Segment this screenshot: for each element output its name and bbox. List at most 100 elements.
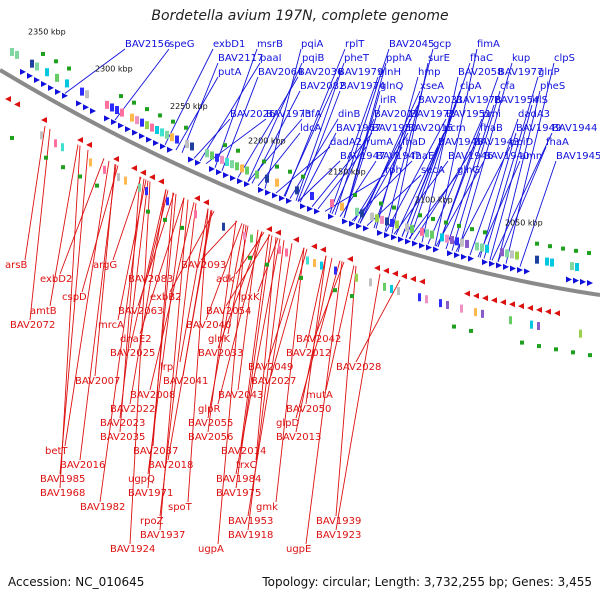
rna-marker (158, 113, 162, 118)
forward-connector-line (445, 104, 495, 250)
reverse-gene-label: BAV1923 (316, 530, 361, 541)
forward-gene-label: secA (421, 165, 445, 176)
reverse-connector-line (129, 181, 151, 545)
forward-gene-label: BAV2031 (418, 95, 463, 106)
rna-marker (561, 246, 565, 251)
forward-gene-arrow (167, 146, 173, 153)
forward-gene-arrow (244, 181, 250, 188)
reverse-gene-label: BAV2049 (248, 362, 293, 373)
reverse-gene-arrow (482, 295, 488, 302)
rna-marker (132, 100, 136, 105)
reverse-gene-label: BAV2014 (221, 446, 266, 457)
reverse-gene-label: mutA (306, 390, 333, 401)
gene-feature-block (425, 229, 429, 238)
reverse-gene-arrow (275, 229, 281, 236)
reverse-gene-arrow (41, 116, 47, 123)
gene-feature-block (65, 79, 69, 88)
forward-gene-label: BAV2082 (300, 81, 345, 92)
rna-marker (44, 155, 48, 160)
reverse-gene-label: BAV2050 (286, 404, 331, 415)
rna-marker (145, 107, 149, 112)
forward-gene-label: fhaD (402, 137, 426, 148)
forward-gene-label: gcp (433, 39, 451, 50)
reverse-gene-label: BAV2016 (60, 460, 105, 471)
forward-connector-line (434, 48, 478, 247)
forward-gene-arrow (377, 229, 383, 236)
genome-summary: Topology: circular; Length: 3,732,255 bp… (262, 575, 592, 589)
forward-connector-line (405, 90, 461, 238)
reverse-connector-line (235, 235, 273, 489)
reverse-gene-label: BAV2018 (148, 460, 193, 471)
forward-gene-label: BAV1977 (498, 67, 543, 78)
forward-gene-arrow (153, 140, 159, 147)
reverse-gene-arrow (293, 236, 299, 243)
forward-gene-label: surE (428, 53, 450, 64)
reverse-gene-label: mrcA (98, 320, 124, 331)
reverse-connector-line (217, 231, 263, 405)
forward-connector-line (385, 118, 447, 232)
gene-feature-block (55, 73, 59, 82)
forward-gene-arrow (20, 68, 26, 75)
rna-marker (184, 125, 188, 130)
reverse-connector-line (225, 234, 271, 307)
forward-gene-label: pheT (344, 53, 370, 64)
gene-feature-block (481, 309, 484, 318)
forward-gene-label: fhaB (480, 123, 503, 134)
forward-gene-arrow (384, 232, 390, 239)
reverse-gene-arrow (392, 270, 398, 277)
reverse-gene-label: ugpA (198, 544, 224, 555)
gene-feature-block (545, 257, 549, 266)
forward-gene-arrow (258, 186, 264, 193)
reverse-connector-line (255, 236, 277, 461)
rna-marker (223, 143, 227, 148)
reverse-gene-arrow (419, 278, 425, 285)
reverse-gene-arrow (149, 174, 155, 181)
rna-marker (78, 174, 82, 179)
rna-marker (431, 216, 435, 221)
forward-gene-arrow (125, 126, 131, 133)
reverse-gene-label: BAV1918 (228, 530, 273, 541)
gene-feature-block (313, 259, 316, 268)
gene-feature-block (575, 263, 579, 272)
forward-gene-label: rph (385, 165, 402, 176)
gene-feature-block (150, 123, 154, 132)
gene-feature-block (355, 207, 359, 216)
forward-gene-label: pheS (540, 81, 565, 92)
gene-feature-block (275, 178, 279, 187)
reverse-gene-arrow (14, 101, 20, 108)
forward-gene-label: BAV1979 (338, 67, 383, 78)
gene-feature-block (278, 245, 281, 254)
gene-feature-block (190, 142, 194, 151)
rna-marker (54, 59, 58, 64)
reverse-gene-label: BAV2007 (75, 376, 120, 387)
gene-feature-block (265, 174, 269, 183)
reverse-gene-arrow (545, 308, 551, 315)
rna-marker (418, 213, 422, 218)
reverse-gene-arrow (113, 156, 119, 163)
forward-gene-arrow (279, 195, 285, 202)
forward-gene-arrow (62, 92, 68, 99)
gene-feature-block (103, 165, 106, 174)
forward-gene-arrow (216, 169, 222, 176)
gene-feature-block (40, 131, 43, 140)
forward-gene-arrow (496, 262, 502, 269)
rna-marker (236, 148, 240, 153)
reverse-connector-line (335, 273, 381, 531)
forward-gene-label: BAV2156 (125, 39, 170, 50)
gene-feature-block (135, 116, 139, 125)
gene-feature-block (334, 266, 337, 275)
forward-gene-label: dinB (338, 109, 360, 120)
rna-marker (67, 66, 71, 71)
forward-gene-arrow (426, 244, 432, 251)
forward-gene-arrow (342, 218, 348, 225)
rna-marker (119, 94, 123, 99)
reverse-gene-arrow (131, 165, 137, 172)
reverse-connector-line (147, 190, 169, 275)
forward-gene-arrow (454, 252, 460, 259)
forward-connector-line (193, 118, 231, 159)
forward-gene-label: BAV2017 (374, 109, 419, 120)
gene-feature-block (425, 295, 428, 304)
forward-gene-label: BAV2026 (230, 109, 275, 120)
gene-feature-block (474, 308, 477, 317)
gene-feature-block (460, 304, 463, 313)
